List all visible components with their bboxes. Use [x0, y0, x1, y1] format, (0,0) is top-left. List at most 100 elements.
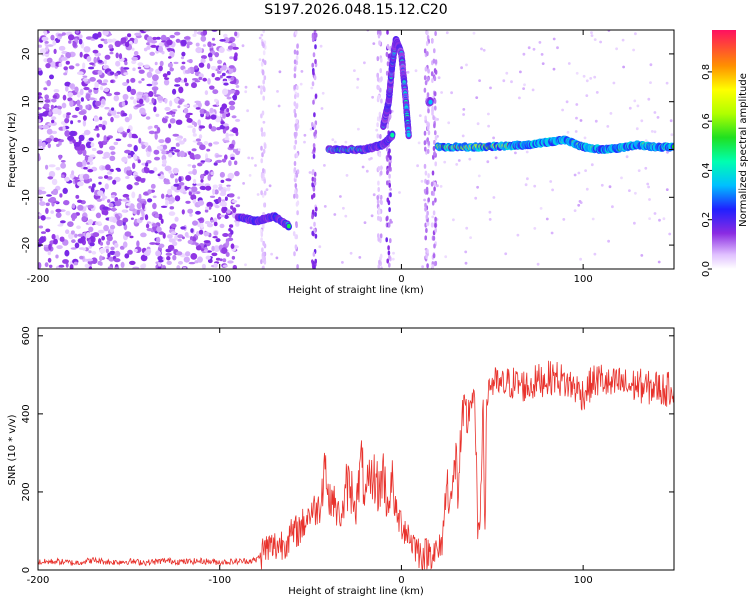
noise-dot	[211, 252, 218, 257]
noise-dot	[147, 189, 152, 195]
streak-dot	[377, 166, 381, 171]
noise-dot	[198, 73, 204, 79]
noise-dot	[60, 162, 66, 169]
streak-dot	[313, 146, 316, 152]
streak-dot	[377, 94, 381, 100]
streak-dot	[433, 48, 436, 54]
streak-dot	[386, 156, 389, 162]
noise-dot	[437, 76, 441, 80]
noise-dot	[60, 220, 66, 224]
noise-dot	[278, 70, 282, 74]
noise-dot	[119, 245, 125, 250]
noise-dot	[260, 33, 264, 37]
noise-dot	[130, 96, 134, 100]
noise-dot	[164, 165, 172, 172]
streak-dot	[263, 131, 266, 137]
noise-dot	[160, 205, 168, 208]
streak-dot	[386, 30, 389, 35]
noise-dot	[175, 251, 183, 256]
noise-dot	[70, 213, 78, 220]
noise-dot	[170, 231, 177, 235]
noise-dot	[96, 198, 103, 202]
noise-dot	[162, 144, 168, 150]
noise-dot	[221, 72, 226, 77]
noise-dot	[504, 252, 508, 256]
streak-dot	[260, 232, 264, 237]
noise-dot	[126, 184, 133, 190]
streak-dot	[261, 152, 264, 158]
streak-dot	[431, 78, 434, 83]
noise-dot	[417, 141, 421, 145]
streak-dot	[386, 170, 389, 175]
noise-dot	[204, 100, 210, 107]
noise-dot	[55, 208, 62, 213]
streak-dot	[425, 228, 428, 233]
noise-dot	[219, 39, 226, 42]
streak-dot	[260, 173, 264, 179]
noise-dot	[375, 128, 379, 132]
noise-dot	[148, 125, 153, 129]
noise-dot	[123, 72, 129, 76]
noise-dot	[612, 81, 616, 85]
streak-dot	[424, 115, 427, 121]
noise-dot	[61, 32, 66, 36]
streak-dot	[424, 202, 427, 208]
noise-dot	[44, 262, 49, 268]
noise-dot	[89, 62, 95, 65]
noise-dot	[70, 247, 77, 250]
streak-dot	[293, 101, 297, 107]
noise-dot	[443, 160, 447, 164]
noise-dot	[633, 221, 636, 225]
streak-dot	[312, 186, 316, 192]
noise-dot	[152, 195, 157, 199]
noise-dot	[344, 140, 348, 144]
streak-dot	[376, 199, 380, 205]
streak-dot	[425, 214, 429, 220]
noise-dot	[220, 179, 225, 183]
noise-dot	[82, 247, 87, 251]
streak-dot	[389, 218, 392, 224]
noise-dot	[55, 212, 62, 219]
noise-dot	[371, 95, 374, 99]
streak-dot	[296, 92, 300, 98]
spectrogram-xlabel: Height of straight line (km)	[288, 285, 424, 296]
noise-dot	[99, 255, 103, 262]
noise-dot	[237, 196, 241, 200]
noise-dot	[633, 99, 637, 103]
noise-dot	[189, 152, 195, 159]
noise-dot	[256, 193, 260, 196]
noise-dot	[523, 83, 526, 87]
streak-dot	[260, 61, 264, 67]
noise-dot	[620, 176, 623, 180]
noise-dot	[480, 47, 483, 51]
noise-dot	[192, 168, 198, 176]
noise-dot	[152, 74, 159, 81]
streak-dot	[389, 155, 392, 161]
noise-dot	[621, 38, 625, 42]
noise-dot	[457, 159, 461, 162]
noise-dot	[319, 44, 323, 48]
noise-dot	[210, 114, 217, 120]
streak-dot	[376, 133, 380, 139]
noise-dot	[158, 42, 165, 48]
noise-dot	[200, 160, 206, 163]
streak-dot	[426, 35, 430, 40]
noise-dot	[185, 113, 191, 119]
streak-dot	[427, 68, 430, 74]
noise-dot	[632, 48, 635, 52]
noise-dot	[48, 264, 53, 268]
streak-dot	[293, 84, 296, 90]
noise-dot	[223, 82, 229, 86]
noise-dot	[198, 62, 205, 68]
noise-dot	[162, 73, 168, 78]
streak-dot	[293, 66, 297, 72]
noise-dot	[66, 112, 71, 116]
streak-dot	[423, 130, 427, 136]
noise-dot	[51, 130, 58, 135]
streak-dot	[432, 115, 435, 121]
streak-dot	[295, 118, 299, 124]
noise-dot	[205, 158, 211, 163]
noise-dot	[650, 130, 654, 133]
noise-dot	[99, 247, 106, 254]
